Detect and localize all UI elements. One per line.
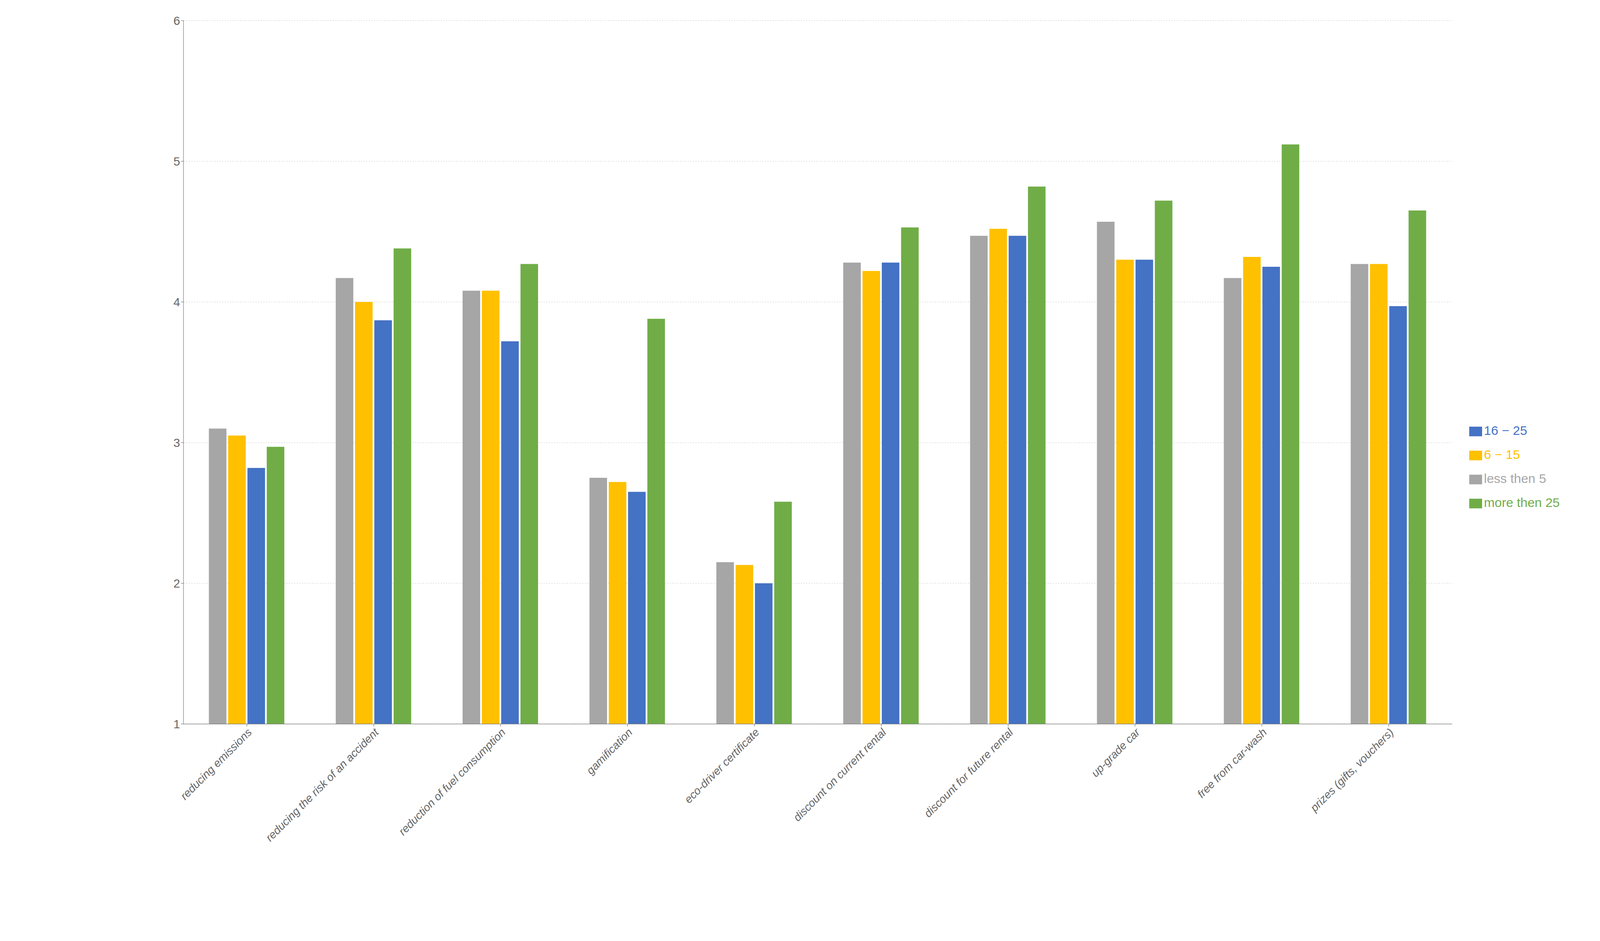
svg-text:eco-driver certificate: eco-driver certificate <box>681 725 762 806</box>
html-text:6 − 15: 6 − 15 <box>1483 447 1521 462</box>
svg-text:free from car-wash: free from car-wash <box>1194 725 1270 800</box>
svg-text:discount for future rental: discount for future rental <box>921 724 1016 820</box>
html-text:more then 25: more then 25 <box>1483 495 1560 510</box>
html-text:less then 5: less then 5 <box>1483 471 1547 486</box>
svg-text:2: 2 <box>173 576 181 590</box>
svg-text:prizes (gifts, vouchers): prizes (gifts, vouchers) <box>1307 725 1397 815</box>
svg-text:reducing the risk of an accide: reducing the risk of an accident <box>262 724 382 844</box>
svg-text:4: 4 <box>173 295 181 309</box>
svg-text:reducing emissions: reducing emissions <box>177 725 255 803</box>
svg-text:up-grade car: up-grade car <box>1088 724 1143 779</box>
svg-text:discount on current rental: discount on current rental <box>790 724 890 824</box>
svg-text:reduction of fuel consumption: reduction of fuel consumption <box>396 725 509 838</box>
svg-text:3: 3 <box>173 436 181 450</box>
svg-text:1: 1 <box>173 717 181 731</box>
svg-text:5: 5 <box>173 154 181 169</box>
html-text:16 − 25: 16 − 25 <box>1483 423 1528 438</box>
svg-text:6: 6 <box>173 14 181 28</box>
svg-text:gamification: gamification <box>583 725 635 777</box>
